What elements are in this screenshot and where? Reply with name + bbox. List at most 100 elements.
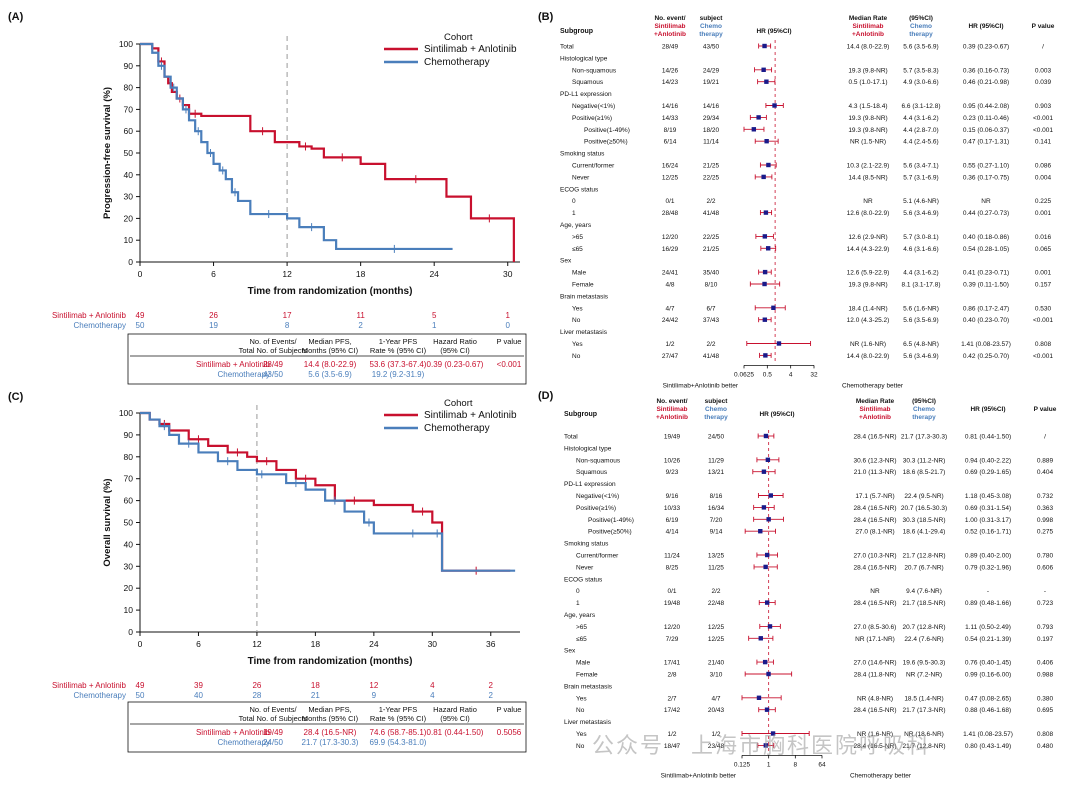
median-chemo: 30.3 (11.2-NR) [903, 457, 946, 464]
summary-cell: <0.001 [497, 360, 522, 369]
x-axis-label: Time from randomization (months) [248, 656, 413, 667]
summary-cell: 14.4 (8.0-22.9) [304, 360, 357, 369]
header-chemo: Chemo [705, 406, 727, 413]
median-treat: 14.4 (8.0-22.9) [847, 353, 890, 360]
summary-cell: 19.2 (9.2-31.9) [372, 370, 425, 379]
hr-point [756, 115, 761, 120]
p-value: 0.363 [1037, 505, 1054, 512]
events-treat: 28/49 [662, 44, 679, 51]
events-chemo: 14/16 [703, 103, 720, 110]
x-tick-label: 6 [196, 639, 201, 649]
y-tick-label: 40 [124, 539, 134, 549]
median-chemo: 21.7 (12.8-NR) [903, 743, 946, 750]
events-chemo: 8/10 [705, 282, 718, 289]
km-curve-chemo [140, 411, 516, 572]
y-tick-label: 100 [119, 408, 133, 418]
events-chemo: 23/48 [708, 743, 725, 750]
summary-cell: 0.39 (0.23-0.67) [427, 360, 484, 369]
median-chemo: 5.6 (3.5-6.9) [903, 44, 938, 51]
subgroup-label: Never [576, 564, 594, 571]
risk-value: 49 [136, 681, 145, 690]
axis-right-caption: Chemotherapy better [850, 772, 912, 779]
events-treat: 14/16 [662, 103, 679, 110]
median-treat: 28.4 (16.5-NR) [854, 517, 897, 524]
median-chemo: 21.7 (18.5-NR) [903, 600, 946, 607]
summary-cell: 28.4 (16.5-NR) [304, 728, 357, 737]
subgroup-label: Yes [576, 695, 587, 702]
events-treat: 27/47 [662, 353, 679, 360]
events-treat: 19/48 [664, 600, 681, 607]
median-chemo: 30.3 (18.5-NR) [903, 517, 946, 524]
axis-left-caption: Sintilimab+Anlotinib better [661, 772, 737, 779]
subgroup-header: Smoking status [560, 151, 605, 158]
x-tick-label: 30 [503, 269, 513, 279]
subgroup-label: Positive(≥1%) [572, 115, 612, 122]
subgroup-header: Histological type [560, 55, 608, 62]
events-chemo: 12/25 [708, 624, 725, 631]
summary-header: Median PFS, [308, 705, 351, 714]
median-treat: NR (4.8-NR) [857, 695, 893, 702]
events-chemo: 11/14 [703, 139, 719, 146]
median-chemo: 20.7 (12.8-NR) [903, 624, 946, 631]
events-treat: 9/16 [666, 493, 679, 500]
hr-value: 0.88 (0.46-1.68) [965, 707, 1011, 714]
forest-x-tick-label: 1 [767, 761, 771, 768]
hr-value: 1.18 (0.45-3.08) [965, 493, 1011, 500]
events-chemo: 43/50 [703, 44, 720, 51]
median-chemo: 20.7 (6.7-NR) [904, 564, 943, 571]
hr-value: 0.86 (0.17-2.47) [963, 305, 1009, 312]
header-subgroup: Subgroup [560, 28, 593, 35]
events-chemo: 7/20 [710, 517, 723, 524]
events-treat: 18/47 [664, 743, 681, 750]
subgroup-header: Brain metastasis [560, 293, 609, 300]
summary-cell: 19/49 [263, 728, 284, 737]
median-chemo: 5.6 (1.6-NR) [903, 305, 939, 312]
median-chemo: 5.1 (4.6-NR) [903, 198, 939, 205]
events-chemo: 2/2 [706, 341, 715, 348]
median-chemo: NR (7.2-NR) [906, 672, 942, 679]
events-chemo: 1/2 [711, 731, 720, 738]
median-chemo: 18.5 (1.4-NR) [904, 695, 943, 702]
median-chemo: 8.1 (3.1-17.8) [901, 282, 940, 289]
risk-value: 2 [358, 321, 363, 330]
summary-header: (95% CI) [440, 714, 470, 723]
events-treat: 24/42 [662, 317, 679, 324]
subgroup-label: Negative(<1%) [576, 493, 619, 500]
hr-point [772, 103, 777, 108]
panel-label: (A) [8, 11, 24, 23]
summary-row-label: Sintilimab + Anlotinib [196, 360, 271, 369]
x-tick-label: 18 [356, 269, 366, 279]
x-tick-label: 12 [282, 269, 292, 279]
p-value: 0.157 [1035, 282, 1052, 289]
hr-point [761, 469, 767, 474]
subgroup-label: Current/former [576, 553, 619, 560]
subgroup-label: Positive(≥1%) [576, 505, 616, 512]
y-tick-label: 60 [124, 126, 134, 136]
y-tick-label: 0 [128, 627, 133, 637]
events-treat: 1/2 [665, 341, 674, 348]
median-chemo: NR (18.6-NR) [904, 731, 944, 738]
p-value: 0.380 [1037, 695, 1054, 702]
p-value: <0.001 [1033, 353, 1053, 360]
subgroup-label: Male [572, 270, 586, 277]
median-chemo: 4.9 (3.0-6.6) [903, 79, 938, 86]
events-chemo: 19/21 [703, 79, 720, 86]
subgroup-label: Female [576, 672, 598, 679]
hr-value: 1.11 (0.50-2.49) [965, 624, 1011, 631]
y-tick-label: 10 [124, 235, 134, 245]
events-chemo: 2/2 [706, 198, 715, 205]
header-chemo: therapy [704, 414, 728, 421]
subgroup-header: Age, years [560, 222, 592, 229]
subgroup-label: Positive(≥50%) [584, 139, 628, 146]
hr-point [756, 695, 762, 700]
subgroup-header: Sex [564, 648, 576, 655]
median-treat: NR (1.5-NR) [850, 139, 886, 146]
events-treat: 4/8 [665, 282, 674, 289]
median-chemo: 21.7 (17.3-30.3) [901, 434, 947, 441]
hr-value: 0.69 (0.29-1.65) [965, 469, 1011, 476]
events-treat: 17/42 [664, 707, 681, 714]
summary-cell: 0.5056 [497, 728, 522, 737]
events-treat: 14/23 [662, 79, 679, 86]
median-treat: 27.0 (10.3-NR) [854, 553, 897, 560]
